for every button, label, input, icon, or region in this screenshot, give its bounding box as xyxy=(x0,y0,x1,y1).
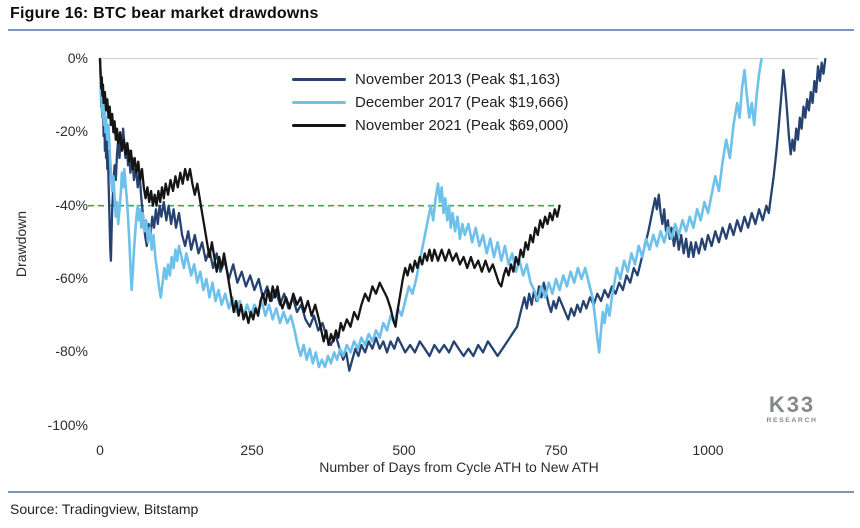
legend-item-2021: November 2021 (Peak $69,000) xyxy=(292,114,568,137)
x-tick-label: 0 xyxy=(96,442,104,458)
figure-title: Figure 16: BTC bear market drawdowns xyxy=(10,5,319,22)
k33-logo-subtext: RESEARCH xyxy=(766,417,818,424)
legend-line-swatch-2017 xyxy=(292,101,346,104)
chart-legend: November 2013 (Peak $1,163) December 201… xyxy=(292,68,568,137)
y-tick-label: -40% xyxy=(55,196,88,213)
y-tick-label: 0% xyxy=(67,50,88,66)
legend-line-swatch-2013 xyxy=(292,78,346,81)
y-tick-label: -20% xyxy=(55,123,88,140)
x-axis-label: Number of Days from Cycle ATH to New ATH xyxy=(319,459,599,475)
legend-item-2013: November 2013 (Peak $1,163) xyxy=(292,68,568,91)
legend-item-2017: December 2017 (Peak $19,666) xyxy=(292,91,568,114)
k33-logo-text: K33 xyxy=(768,392,816,417)
legend-label-2021: November 2021 (Peak $69,000) xyxy=(355,117,569,134)
legend-line-swatch-2021 xyxy=(292,124,346,127)
footer-divider xyxy=(8,491,854,493)
series-line-2021 xyxy=(98,57,561,347)
x-tick-label: 750 xyxy=(544,442,568,458)
y-tick-label: -80% xyxy=(55,343,88,360)
title-underline xyxy=(8,29,854,31)
x-tick-label: 500 xyxy=(392,442,416,458)
k33-research-logo: K33 RESEARCH xyxy=(761,394,823,425)
series-line-2017 xyxy=(98,57,763,369)
x-tick-label: 1000 xyxy=(692,442,724,458)
y-tick-label: -60% xyxy=(55,270,88,287)
source-text: Source: Tradingview, Bitstamp xyxy=(10,501,199,517)
legend-label-2017: December 2017 (Peak $19,666) xyxy=(355,94,569,111)
legend-label-2013: November 2013 (Peak $1,163) xyxy=(355,71,561,88)
y-tick-label: -100% xyxy=(47,416,88,433)
x-tick-label: 250 xyxy=(240,442,264,458)
